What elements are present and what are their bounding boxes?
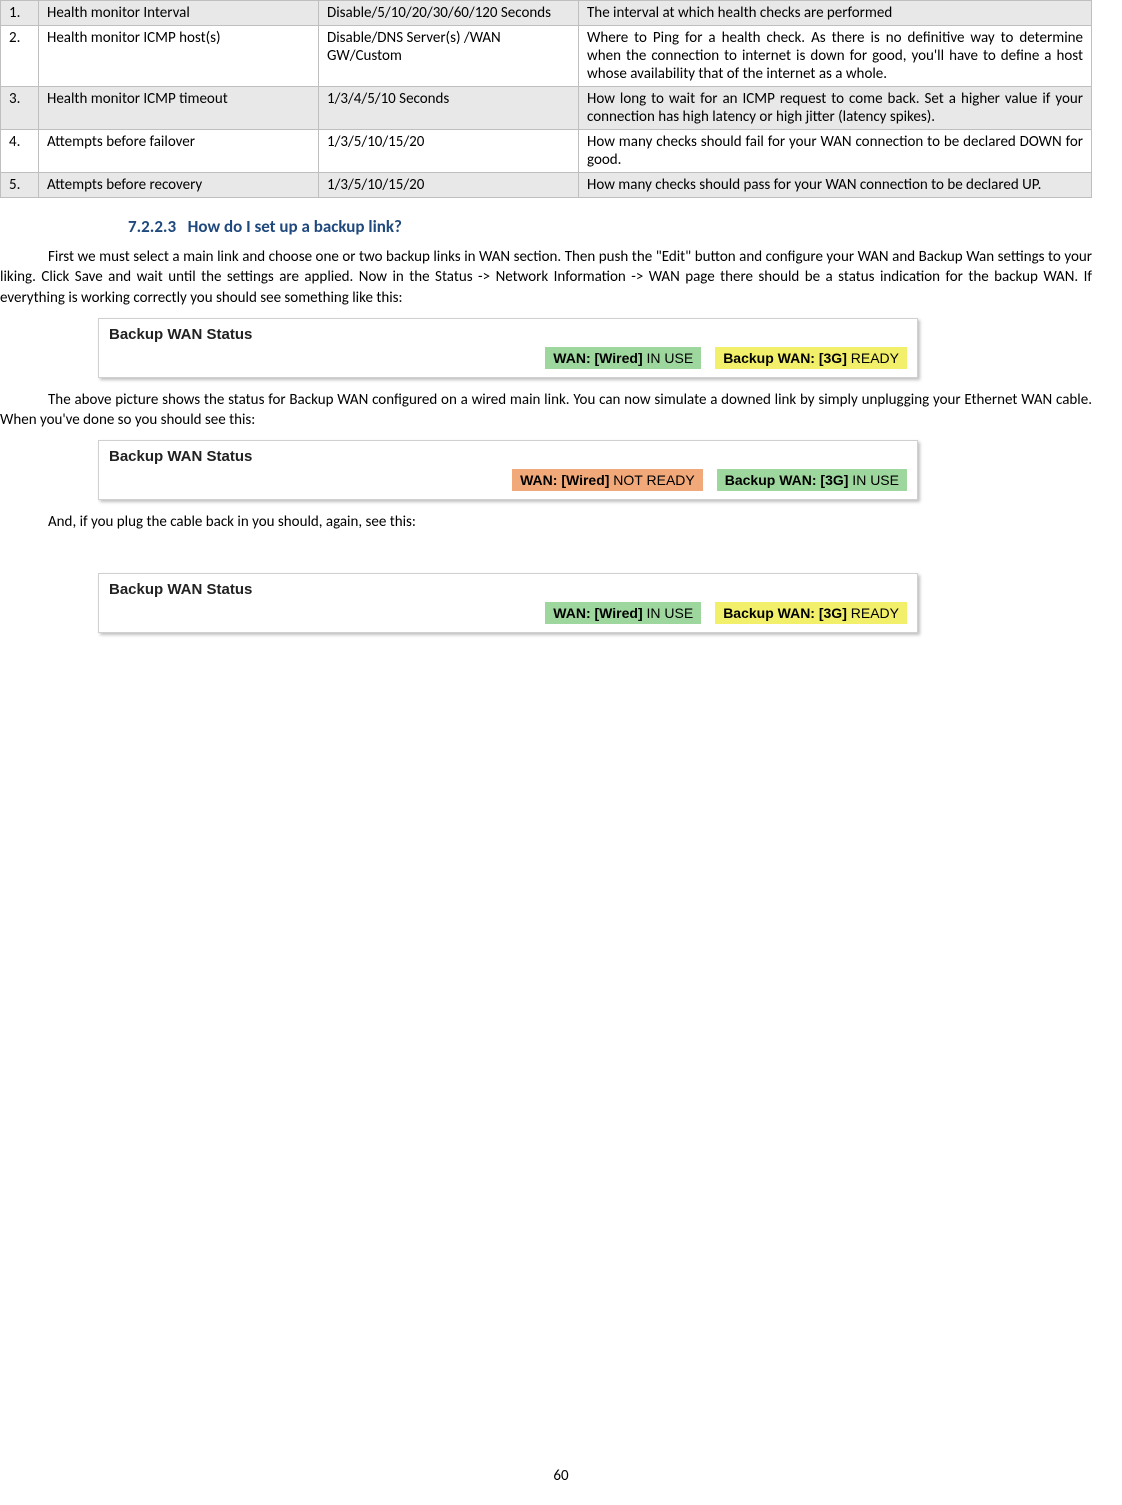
cell: How many checks should pass for your WAN… [579,173,1092,198]
cell: Health monitor Interval [39,1,319,26]
status-title: Backup WAN Status [109,326,907,343]
paragraph-1: First we must select a main link and cho… [0,247,1092,308]
cell: 3. [1,87,39,130]
cell: 1/3/5/10/15/20 [319,130,579,173]
cell: 1. [1,1,39,26]
table-row: 4.Attempts before failover1/3/5/10/15/20… [1,130,1092,173]
page-number: 60 [0,1467,1122,1485]
backup-wan-status-box-1: Backup WAN Status WAN: [Wired] IN USE Ba… [98,318,918,378]
cell: Attempts before failover [39,130,319,173]
table-row: 1.Health monitor IntervalDisable/5/10/20… [1,1,1092,26]
paragraph-3: And, if you plug the cable back in you s… [0,512,1092,532]
backup-wan-badge: Backup WAN: [3G] READY [715,602,907,624]
cell: Attempts before recovery [39,173,319,198]
backup-wan-status-box-2: Backup WAN Status WAN: [Wired] NOT READY… [98,440,918,500]
backup-wan-badge: Backup WAN: [3G] IN USE [717,469,907,491]
cell: Disable/5/10/20/30/60/120 Seconds [319,1,579,26]
config-table: 1.Health monitor IntervalDisable/5/10/20… [0,0,1092,198]
backup-wan-status-box-3: Backup WAN Status WAN: [Wired] IN USE Ba… [98,573,918,633]
status-title: Backup WAN Status [109,581,907,598]
table-row: 2.Health monitor ICMP host(s)Disable/DNS… [1,26,1092,87]
backup-wan-badge: Backup WAN: [3G] READY [715,347,907,369]
status-title: Backup WAN Status [109,448,907,465]
cell: Health monitor ICMP host(s) [39,26,319,87]
cell: 4. [1,130,39,173]
cell: 2. [1,26,39,87]
table-row: 3.Health monitor ICMP timeout1/3/4/5/10 … [1,87,1092,130]
cell: Where to Ping for a health check. As the… [579,26,1092,87]
cell: The interval at which health checks are … [579,1,1092,26]
section-heading: 7.2.2.3 How do I set up a backup link? [128,216,1092,237]
cell: How long to wait for an ICMP request to … [579,87,1092,130]
wan-badge: WAN: [Wired] NOT READY [512,469,703,491]
wan-badge: WAN: [Wired] IN USE [545,602,701,624]
paragraph-2: The above picture shows the status for B… [0,390,1092,431]
section-title: How do I set up a backup link? [188,216,402,237]
cell: 5. [1,173,39,198]
cell: 1/3/5/10/15/20 [319,173,579,198]
cell: How many checks should fail for your WAN… [579,130,1092,173]
cell: Disable/DNS Server(s) /WAN GW/Custom [319,26,579,87]
cell: Health monitor ICMP timeout [39,87,319,130]
section-number: 7.2.2.3 [128,216,176,237]
cell: 1/3/4/5/10 Seconds [319,87,579,130]
table-row: 5.Attempts before recovery1/3/5/10/15/20… [1,173,1092,198]
wan-badge: WAN: [Wired] IN USE [545,347,701,369]
